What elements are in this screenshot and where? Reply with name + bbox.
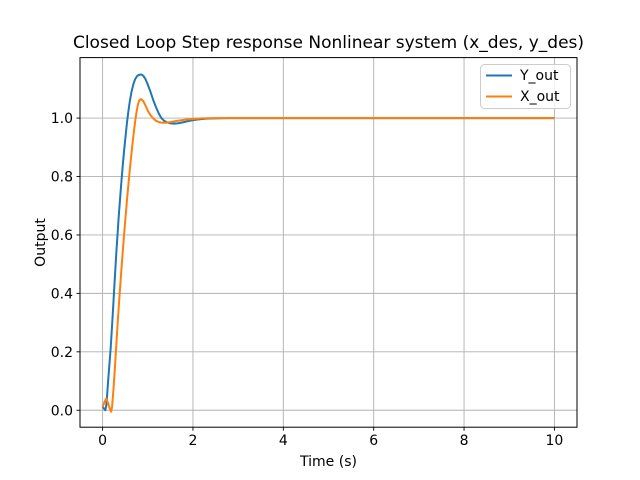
y-tick-label: 0.6 <box>51 228 73 244</box>
x-tick-label: 6 <box>369 433 378 449</box>
y-tick-label: 0.8 <box>51 170 73 186</box>
y-axis-label: Output <box>33 218 49 267</box>
y-tick-label: 0.0 <box>51 403 73 419</box>
series-layer <box>101 73 555 413</box>
y-tick-label: 0.2 <box>51 345 73 361</box>
y-tick-label: 0.4 <box>51 286 73 302</box>
x-tick-label: 10 <box>545 433 563 449</box>
legend-label-x-out: X_out <box>520 89 560 105</box>
x-tick-label: 2 <box>188 433 197 449</box>
series-line-y_out <box>101 73 555 412</box>
legend: Y_out X_out <box>480 64 571 109</box>
x-axis-label: Time (s) <box>299 454 357 470</box>
tick-layer: 0 2 4 6 8 10 0.0 0.2 0.4 0.6 0.8 1.0 <box>51 111 564 449</box>
series-line-x_out <box>101 98 555 413</box>
x-tick-label: 0 <box>98 433 107 449</box>
x-tick-label: 4 <box>279 433 288 449</box>
x-tick-label: 8 <box>460 433 469 449</box>
chart-title: Closed Loop Step response Nonlinear syst… <box>73 33 584 53</box>
legend-label-y-out: Y_out <box>519 68 559 84</box>
y-tick-label: 1.0 <box>51 111 73 127</box>
axes-frame <box>79 57 578 428</box>
grid-layer <box>80 57 577 428</box>
